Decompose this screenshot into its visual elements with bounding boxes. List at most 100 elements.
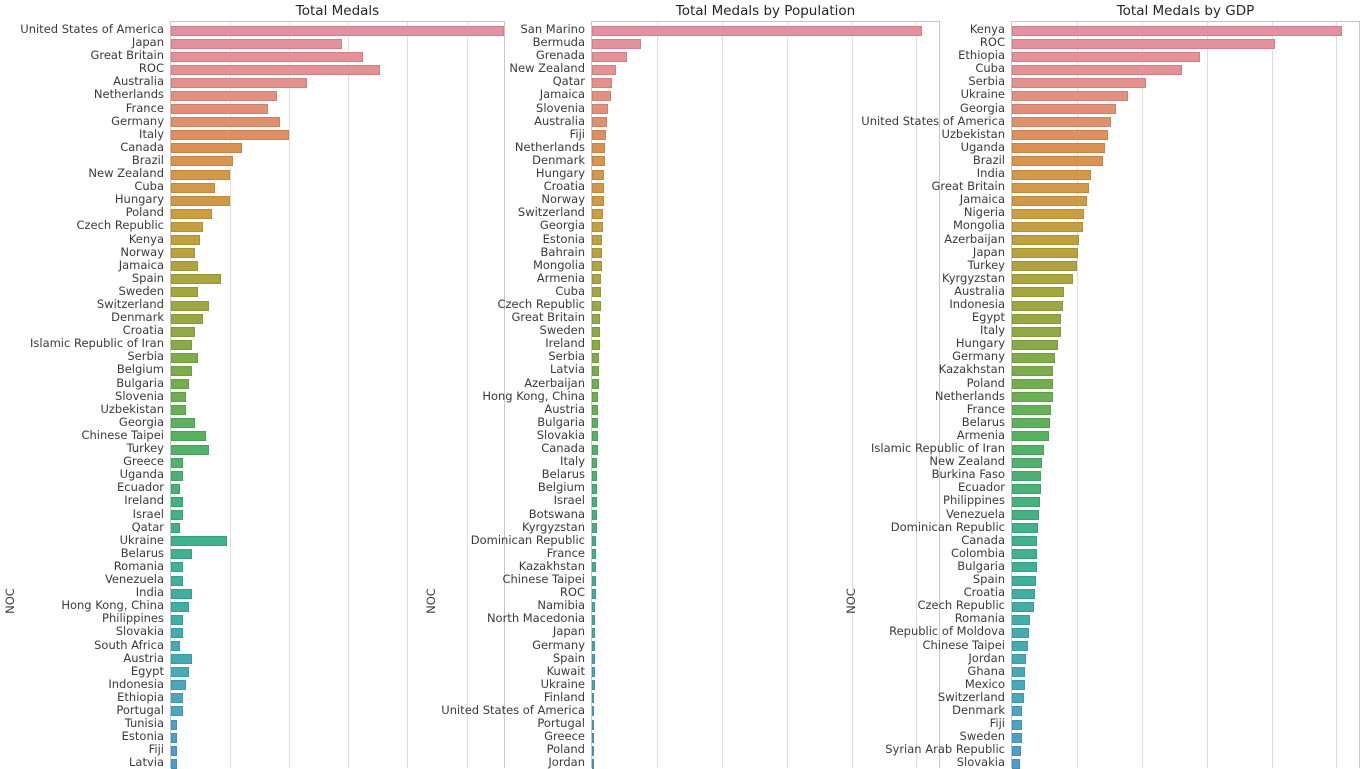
y-tick-label: Qatar [552, 74, 585, 89]
y-tick-label: Georgia [539, 218, 585, 233]
y-tick-label: India [135, 585, 164, 600]
bar-netherlands [171, 90, 278, 101]
y-tick-label: New Zealand [929, 454, 1005, 469]
y-tick-label: Turkey [967, 257, 1005, 272]
y-tick-label: United States of America [441, 702, 585, 717]
bar-belarus [592, 470, 598, 481]
y-tick-label: Australia [113, 74, 164, 89]
bar-sweden [1012, 732, 1022, 743]
bar-indonesia [1012, 300, 1064, 311]
bar-czech-republic [171, 221, 204, 232]
bar-slovakia [1012, 758, 1021, 769]
y-tick-label: United States of America [20, 22, 164, 36]
bar-belgium [592, 483, 598, 494]
y-tick-label: France [966, 401, 1005, 416]
y-tick-label: Georgia [118, 414, 164, 429]
bar-italy [171, 130, 289, 141]
y-tick-label: Serbia [127, 349, 164, 364]
y-tick-label: Japan [552, 624, 585, 639]
bar-australia [171, 77, 307, 88]
bar-kazakhstan [592, 562, 596, 573]
bar-latvia [171, 758, 177, 769]
y-tick-label: Fiji [148, 742, 164, 757]
y-tick-label: Serbia [548, 349, 585, 364]
y-tick-label: Czech Republic [917, 598, 1005, 613]
bar-egypt [1012, 313, 1061, 324]
y-tick-label: Hungary [535, 166, 585, 181]
x-gridline [1077, 22, 1079, 768]
bar-serbia [592, 352, 600, 363]
bar-portugal [171, 706, 183, 717]
chart-title: Total Medals by GDP [1116, 3, 1255, 19]
y-tick-label: Belgium [537, 480, 585, 495]
y-tick-label: Italy [980, 323, 1005, 338]
bar-ecuador [1012, 483, 1041, 494]
bar-dominican-republic [1012, 523, 1039, 534]
bar-austria [592, 405, 599, 416]
y-tick-label: Sweden [959, 729, 1005, 744]
bar-netherlands [1012, 392, 1053, 403]
x-gridline [1271, 22, 1273, 768]
y-tick-label: Croatia [122, 323, 164, 338]
bar-hong-kong-china [171, 601, 189, 612]
y-tick-label: Japan [131, 35, 164, 50]
y-tick-label: Switzerland [517, 205, 585, 220]
bar-great-britain [171, 51, 363, 62]
y-tick-label: Hungary [114, 192, 164, 207]
bar-great-britain [1012, 182, 1089, 193]
bar-botswana [592, 510, 597, 521]
bar-jamaica [592, 90, 612, 101]
y-tick-label: Czech Republic [497, 297, 585, 312]
y-tick-label: Ireland [124, 493, 164, 508]
y-tick-label: Colombia [950, 545, 1005, 560]
bar-latvia [592, 365, 599, 376]
y-tick-label: Canada [120, 139, 164, 154]
y-tick-label: Kuwait [546, 663, 585, 678]
bar-republic-of-moldova [1012, 627, 1030, 638]
bar-turkey [171, 444, 210, 455]
y-tick-label: Uganda [960, 139, 1005, 154]
bar-ireland [592, 339, 600, 350]
y-tick-label: Bulgaria [957, 558, 1005, 573]
bar-new-zealand [171, 169, 230, 180]
bar-ukraine [171, 536, 227, 547]
bar-azerbaijan [1012, 235, 1079, 246]
bar-mongolia [592, 261, 602, 272]
bar-czech-republic [1012, 601, 1034, 612]
bar-austria [171, 654, 192, 665]
y-axis-label: NOC [3, 588, 17, 614]
bar-kenya [171, 235, 201, 246]
y-tick-label: Jamaica [959, 192, 1005, 207]
bar-armenia [592, 274, 602, 285]
bar-denmark [1012, 706, 1023, 717]
y-axis-label: NOC [424, 588, 438, 614]
x-gridline [1141, 22, 1143, 768]
y-tick-label: Cuba [134, 179, 164, 194]
y-tick-label: Italy [139, 126, 164, 141]
bar-cuba [171, 182, 216, 193]
y-tick-label: Estonia [121, 729, 164, 744]
bar-spain [592, 654, 595, 665]
bar-egypt [171, 667, 189, 678]
bar-tunisia [171, 719, 177, 730]
bar-new-zealand [1012, 457, 1042, 468]
y-tick-label: Mongolia [532, 257, 585, 272]
y-tick-label: Kenya [969, 22, 1005, 36]
x-gridline [407, 22, 409, 768]
bar-serbia [1012, 77, 1147, 88]
y-tick-label: New Zealand [509, 61, 585, 76]
y-tick-label: Chinese Taipei [502, 572, 585, 587]
y-tick-label: Norway [541, 192, 585, 207]
bar-fiji [592, 130, 606, 141]
y-tick-label: Kenya [128, 231, 164, 246]
bar-france [1012, 405, 1051, 416]
bar-qatar [171, 523, 180, 534]
bar-belarus [171, 549, 192, 560]
bar-georgia [171, 418, 195, 429]
y-tick-label: Mongolia [952, 218, 1005, 233]
bar-hungary [171, 195, 230, 206]
bar-australia [592, 117, 607, 128]
bar-denmark [171, 313, 204, 324]
y-tick-label: Great Britain [90, 48, 164, 63]
bar-greece [592, 732, 595, 743]
